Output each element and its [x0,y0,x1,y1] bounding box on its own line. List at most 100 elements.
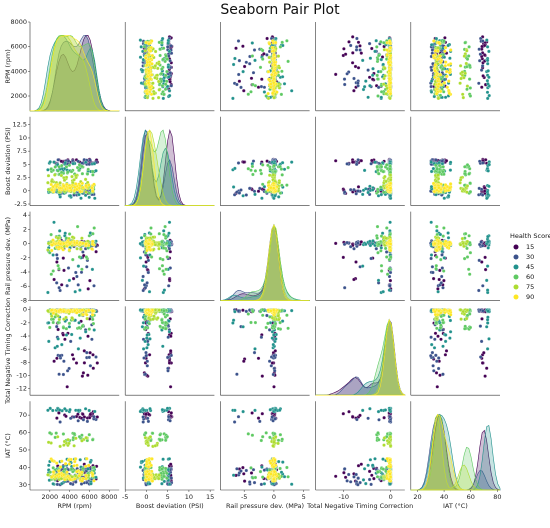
scatter-point [375,39,378,42]
scatter-point [59,242,62,245]
scatter-point [169,80,172,83]
scatter-point [381,232,384,235]
scatter-point [468,45,471,48]
scatter-point [93,162,96,165]
scatter-point [443,78,446,81]
scatter-point [154,64,157,67]
scatter-point [158,232,161,235]
panel-boost-vs-iat [411,117,500,206]
scatter-point [92,284,95,287]
scatter-point [167,39,170,42]
scatter-point [46,168,49,171]
scatter-point [66,284,69,287]
scatter-point [437,186,440,189]
scatter-point [253,193,256,196]
y-tick-label: 6000 [10,43,27,51]
scatter-point [389,187,392,190]
scatter-point [436,46,439,49]
scatter-point [95,250,98,253]
scatter-point [444,46,447,49]
scatter-point [442,279,445,282]
scatter-point [55,357,58,360]
scatter-point [388,168,391,171]
scatter-point [380,246,383,249]
scatter-point [62,310,65,313]
scatter-point [147,271,150,274]
scatter-point [91,268,94,271]
scatter-point [360,159,363,162]
scatter-point [273,164,276,167]
scatter-point [437,41,440,44]
scatter-point [58,318,61,321]
scatter-point [430,170,433,173]
y-tick-label: 8000 [10,18,27,26]
scatter-point [250,77,253,80]
scatter-point [257,86,260,89]
scatter-point [461,93,464,96]
scatter-point [486,193,489,196]
scatter-point [445,75,448,78]
scatter-point [259,169,262,172]
scatter-point [368,185,371,188]
scatter-point [280,70,283,73]
scatter-point [93,226,96,229]
scatter-point [266,164,269,167]
scatter-point [377,172,380,175]
scatter-point [260,85,263,88]
scatter-point [85,313,88,316]
scatter-point [67,160,70,163]
scatter-point [442,39,445,42]
scatter-point [487,169,490,172]
scatter-point [170,84,173,87]
scatter-point [145,346,148,349]
scatter-point [376,190,379,193]
scatter-point [49,160,52,163]
scatter-point [480,86,483,89]
scatter-point [267,78,270,81]
scatter-point [265,53,268,56]
scatter-point [169,71,172,74]
scatter-point [81,242,84,245]
scatter-point [442,235,445,238]
scatter-point [481,244,484,247]
scatter-point [281,173,284,176]
scatter-point [448,57,451,60]
scatter-point [389,178,392,181]
scatter-point [488,163,491,166]
scatter-point [263,90,266,93]
scatter-point [72,357,75,360]
scatter-point [373,161,376,164]
scatter-point [466,58,469,61]
scatter-point [84,161,87,164]
scatter-point [79,337,82,340]
scatter-point [269,186,272,189]
scatter-point [245,61,248,64]
scatter-point [91,240,94,243]
scatter-point [387,61,390,64]
scatter-point [79,190,82,193]
scatter-point [385,226,388,229]
scatter-point [259,66,262,69]
scatter-point [389,249,392,252]
y-tick-label: -12 [16,385,27,393]
y-tick-label: 7.5 [17,147,27,155]
scatter-point [165,80,168,83]
scatter-point [56,257,59,260]
scatter-point [75,311,78,314]
scatter-point [57,264,60,267]
scatter-point [84,310,87,313]
y-tick-label: -8 [21,296,27,304]
scatter-point [56,237,59,240]
scatter-point [76,225,79,228]
scatter-point [47,340,50,343]
scatter-point [438,278,441,281]
scatter-point [356,242,359,245]
scatter-point [449,161,452,164]
scatter-point [272,81,275,84]
scatter-point [149,232,152,235]
scatter-point [50,180,53,183]
scatter-point [160,67,163,70]
scatter-point [242,161,245,164]
scatter-point [479,53,482,56]
scatter-point [443,242,446,245]
